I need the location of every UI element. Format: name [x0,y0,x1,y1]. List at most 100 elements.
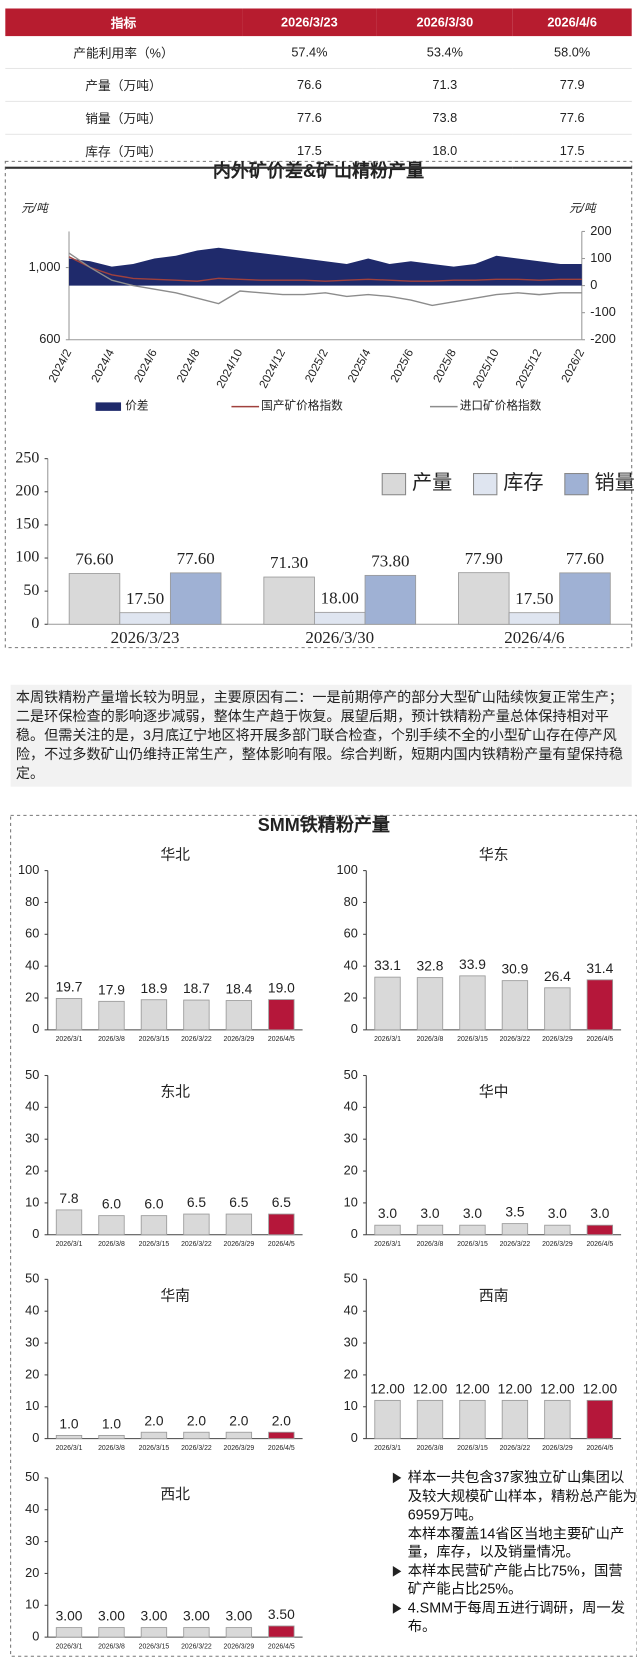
value-label: 77.90 [465,549,503,568]
x-tick-label: 2026/3/22 [500,1445,531,1452]
note: 样本一共包含37家独立矿山集团以及较大规模矿山样本，精粉总产能为6959万吨。 [391,1468,637,1524]
bar [559,572,611,625]
value-label: 12.00 [498,1381,533,1396]
y-tick-label: 40 [344,958,358,973]
value-label: 3.5 [505,1205,525,1220]
bar [183,1431,210,1440]
bar [268,1213,295,1236]
x-tick-label: 2026/3/22 [500,1241,531,1248]
legend-label: 销量 [595,471,635,494]
y-tick-label: 20 [344,1366,358,1381]
y-tick-label: 30 [25,1533,39,1548]
x-tick-label: 2026/4/5 [268,1445,295,1452]
y-tick-label: 200 [15,482,39,499]
x-tick-label: 2026/3/22 [181,1036,212,1043]
value-label: 32.8 [417,959,444,974]
value-label: 12.00 [413,1381,448,1396]
y2-tick-label: -200 [590,331,616,346]
x-tick-label: 2026/2 [559,347,587,385]
bar-chart: 0 20 40 60 80 100 2026/3/1 2026/3/8 2026/3/15 202… [18,847,303,1043]
bar [225,1627,253,1638]
header-cell: 指标 [5,8,242,37]
legend-swatch [95,402,122,411]
cell: 58.0% [512,36,632,70]
y-tick-label: 100 [18,862,39,877]
value-label: 3.0 [590,1206,610,1221]
y-tick-label: 40 [344,1303,358,1318]
x-tick-label: 2026/3/8 [417,1241,444,1248]
bar [263,576,315,625]
x-tick-label: 2026/4/5 [268,1241,295,1248]
header-cell: 2026/4/6 [512,8,632,37]
bar [508,612,561,625]
x-tick-label: 2026/3/15 [457,1241,488,1248]
cell: 76.6 [241,68,378,102]
x-tick-label: 2024/8 [174,347,202,385]
chart-title: 华东 [479,847,509,864]
value-label: 3.0 [378,1206,398,1221]
value-label: 17.50 [515,589,553,608]
value-label: 18.9 [141,981,168,996]
x-tick-label: 2026/3/8 [417,1036,444,1043]
value-label: 3.00 [183,1609,210,1624]
legend-swatch [381,472,407,496]
bar [586,1399,614,1440]
legend-label: 价差 [125,399,148,413]
chart-title: 东北 [160,1083,190,1100]
y-tick-label: 40 [344,1099,358,1114]
bar [374,1399,401,1440]
x-tick-label: 2026/3/15 [457,1036,488,1043]
bar [140,1215,168,1236]
y-tick-label: 10 [344,1398,358,1413]
bar [374,1224,401,1236]
value-label: 26.4 [544,969,571,984]
y-tick-label: 50 [25,1271,39,1286]
y-tick-label: 20 [25,1366,39,1381]
value-label: 71.30 [270,553,308,572]
value-label: 73.80 [371,552,409,571]
legend-label: 国产矿价格指数 [261,399,343,413]
y-tick-label: 50 [25,1067,39,1082]
bar [374,976,401,1031]
x-tick-label: 2026/4/5 [586,1445,613,1452]
x-tick-label: 2026/3/15 [139,1445,170,1452]
x-tick-label: 2026/3/1 [374,1445,401,1452]
y-tick-label: 50 [25,1469,39,1484]
y2-tick-label: -100 [590,304,616,319]
value-label: 3.0 [420,1206,440,1221]
area [69,247,582,286]
x-tick-label: 2026/3/8 [417,1445,444,1452]
x-tick-label: 2026/3/8 [98,1241,125,1248]
cell: 71.3 [377,68,513,102]
y-tick-label: 0 [351,1226,358,1241]
y-tick-label: 0 [32,1430,39,1445]
bar [458,572,510,625]
value-label: 7.8 [59,1191,79,1206]
chart-title: 华中 [479,1083,509,1100]
x-tick-label: 2026/3/29 [224,1036,255,1043]
x-tick-label: 2026/3/29 [224,1644,255,1651]
value-label: 33.9 [459,957,486,972]
bar [416,1399,444,1440]
bar [501,1399,529,1440]
x-tick-label: 2026/3/29 [542,1445,573,1452]
x-tick-label: 2025/6 [388,347,416,385]
value-label: 17.50 [126,589,164,608]
y-tick-label: 40 [25,1501,39,1516]
x-tick-label: 2026/3/30 [305,628,374,647]
y-tick-label: 0 [32,1629,39,1644]
bar [459,975,486,1031]
cell: 18.0 [377,134,513,169]
y-tick-label: 10 [25,1597,39,1612]
y-tick-label: 1,000 [29,259,61,274]
y-tick-label: 30 [25,1334,39,1349]
bar [268,999,295,1031]
bar-chart: 0 10 20 30 40 50 2026/3/1 2026/3/8 2026/3/15 2026… [344,1067,622,1248]
y-tick-label: 30 [344,1334,358,1349]
x-tick-label: 2025/4 [345,347,373,385]
y-tick-label: 50 [344,1067,358,1082]
bar [183,999,210,1031]
value-label: 77.60 [177,549,215,568]
value-label: 2.0 [229,1413,249,1428]
